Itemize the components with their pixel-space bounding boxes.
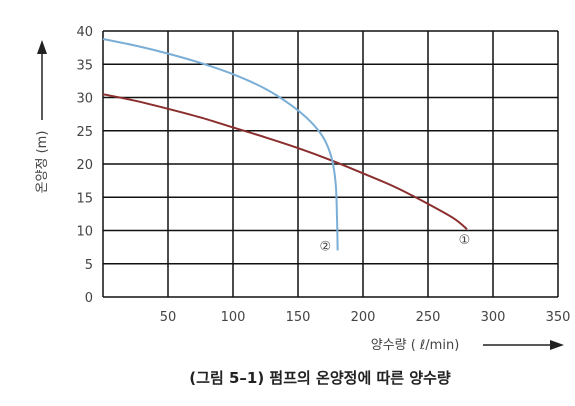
curve-2	[102, 38, 339, 251]
y-axis-title-group: 온양정 (m)	[35, 40, 50, 193]
y-tick-label: 25	[76, 125, 93, 140]
curve-1	[102, 93, 468, 230]
curve-label-2: ②	[319, 239, 331, 254]
y-tick-label: 35	[76, 58, 93, 73]
grid	[102, 30, 559, 298]
y-tick-label: 0	[85, 291, 93, 306]
x-tick-label: 200	[351, 310, 376, 325]
x-tick-label: 250	[416, 310, 441, 325]
y-tick-label: 20	[76, 158, 93, 173]
x-axis-title-group: 양수량 ( ℓ/min)	[371, 338, 564, 353]
y-tick-label: 10	[76, 225, 93, 240]
x-tick-label: 350	[546, 310, 571, 325]
x-tick-label: 300	[481, 310, 506, 325]
y-axis-arrow-head	[37, 40, 47, 54]
x-axis-title: 양수량 ( ℓ/min)	[371, 338, 460, 353]
y-tick-label: 40	[76, 25, 93, 40]
curve-label-1: ①	[459, 233, 471, 248]
y-tick-label: 15	[76, 191, 93, 206]
y-axis-title: 온양정 (m)	[35, 131, 50, 194]
figure-caption: (그림 5–1) 펌프의 온양정에 따른 양수량	[189, 369, 451, 387]
x-tick-label: 150	[286, 310, 311, 325]
y-tick-label: 30	[76, 92, 93, 107]
x-axis-arrow-head	[550, 340, 564, 350]
x-tick-label: 50	[160, 310, 177, 325]
tick-labels: 50 100 150 200 250 300 350 0 5 10 15 20 25 30 35 40	[76, 25, 570, 325]
curves: ①②	[102, 38, 471, 254]
y-tick-label: 5	[85, 258, 93, 273]
x-tick-label: 100	[221, 310, 246, 325]
